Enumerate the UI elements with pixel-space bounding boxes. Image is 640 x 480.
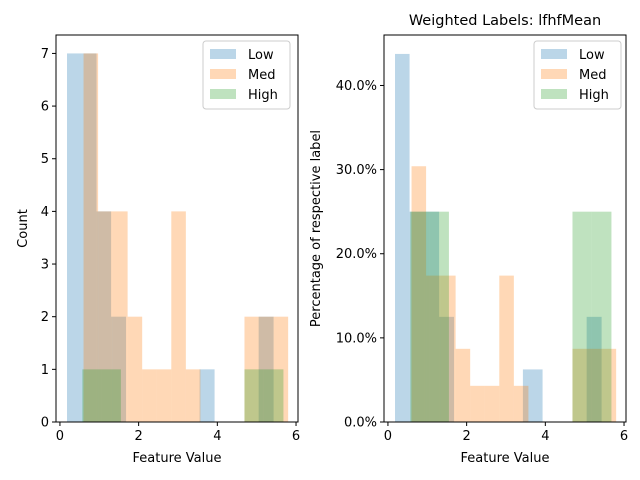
bar-med-6 — [499, 275, 514, 422]
bar-low-9 — [522, 369, 543, 422]
series-low — [67, 53, 274, 423]
bar-low-1 — [409, 211, 425, 422]
legend-label-med: Med — [248, 68, 275, 83]
x-tick-label: 6 — [620, 429, 628, 444]
y-tick-label: 1 — [41, 363, 49, 378]
y-tick-label: 2 — [41, 310, 49, 325]
x-tick-label: 0 — [56, 429, 64, 444]
bar-med-11 — [572, 348, 588, 422]
bar-med-7 — [185, 369, 201, 422]
bar-med-11 — [244, 316, 260, 422]
legend: Low Med High — [202, 40, 291, 110]
legend-box — [533, 40, 622, 110]
legend-swatch-high — [541, 89, 567, 99]
x-tick-label: 4 — [213, 429, 221, 444]
legend-swatch-med — [210, 69, 236, 79]
bar-low-9 — [199, 369, 215, 422]
bar-high-0 — [410, 211, 430, 422]
bar-med-4 — [470, 385, 485, 422]
y-tick-label: 6 — [41, 100, 49, 115]
y-axis-label: Percentage of respective label — [309, 130, 324, 327]
x-axis-label: Feature Value — [133, 451, 222, 466]
series-low — [395, 53, 602, 423]
left-histogram: 0 2 4 6 0 1 2 3 4 5 6 7 Feature Value Count Low Med High — [16, 34, 300, 466]
bar-high-1 — [429, 211, 449, 422]
y-tick-label: 10.0% — [336, 331, 377, 346]
bar-med-13 — [273, 316, 289, 422]
y-tick-label: 20.0% — [336, 247, 377, 262]
chart-title: Weighted Labels: lfhfMean — [409, 13, 601, 29]
legend-box — [202, 40, 291, 110]
right-histogram: 0 2 4 6 0.0% 10.0% 20.0% 30.0% 40.0% Feature Valu… — [309, 13, 628, 466]
axes-frame — [55, 34, 299, 423]
bar-med-1 — [98, 211, 113, 422]
legend-label-high: High — [579, 88, 609, 103]
y-tick-label: 4 — [41, 205, 49, 220]
bar-low-2 — [424, 211, 440, 422]
bar-med-3 — [127, 316, 143, 422]
bar-high-4 — [591, 211, 612, 422]
y-tick-label: 7 — [41, 47, 49, 62]
legend-swatch-low — [210, 49, 236, 59]
legend-label-low: Low — [248, 48, 274, 63]
bar-low-0 — [67, 53, 82, 423]
bar-med-0 — [411, 166, 427, 422]
bar-high-3 — [244, 369, 264, 422]
legend-label-med: Med — [579, 68, 606, 83]
bar-med-1 — [426, 275, 441, 422]
bar-high-1 — [101, 369, 121, 422]
axes-frame — [383, 34, 627, 423]
bar-low-13 — [258, 316, 274, 422]
y-tick-label: 0 — [41, 416, 49, 431]
bar-med-0 — [83, 53, 99, 423]
bar-med-13 — [601, 348, 617, 422]
x-axis-label: Feature Value — [461, 451, 550, 466]
series-med — [411, 166, 617, 422]
series-high — [82, 369, 284, 422]
x-tick-label: 6 — [292, 429, 300, 444]
bar-med-4 — [142, 369, 157, 422]
bar-high-3 — [572, 211, 592, 422]
y-tick-label: 0.0% — [344, 416, 377, 431]
bar-low-3 — [111, 316, 127, 422]
bar-low-3 — [439, 316, 455, 422]
bar-med-7 — [513, 385, 529, 422]
bar-high-4 — [263, 369, 284, 422]
bar-med-2 — [112, 211, 128, 422]
bar-med-5 — [484, 385, 500, 422]
legend-label-high: High — [248, 88, 278, 103]
series-high — [410, 211, 612, 422]
y-tick-label: 3 — [41, 258, 49, 273]
legend-swatch-med — [541, 69, 567, 79]
bar-med-12 — [259, 316, 274, 422]
bar-med-3 — [455, 348, 471, 422]
bar-med-12 — [587, 348, 602, 422]
bar-low-0 — [395, 53, 410, 423]
bar-low-2 — [96, 211, 112, 422]
bar-med-6 — [171, 211, 186, 422]
legend-swatch-high — [210, 89, 236, 99]
y-axis-label: Count — [16, 209, 31, 248]
legend-swatch-low — [541, 49, 567, 59]
bar-high-0 — [82, 369, 102, 422]
y-tick-label: 5 — [41, 152, 49, 167]
y-tick-label: 30.0% — [336, 163, 377, 178]
x-tick-label: 2 — [134, 429, 142, 444]
bar-low-13 — [586, 316, 602, 422]
bar-med-2 — [440, 275, 456, 422]
y-tick-label: 40.0% — [336, 79, 377, 94]
x-tick-label: 2 — [462, 429, 470, 444]
legend: Low Med High — [533, 40, 622, 110]
bar-low-1 — [81, 53, 97, 423]
bar-med-5 — [156, 369, 172, 422]
x-tick-label: 4 — [541, 429, 549, 444]
x-tick-label: 0 — [384, 429, 392, 444]
legend-label-low: Low — [579, 48, 605, 63]
series-med — [83, 53, 289, 423]
